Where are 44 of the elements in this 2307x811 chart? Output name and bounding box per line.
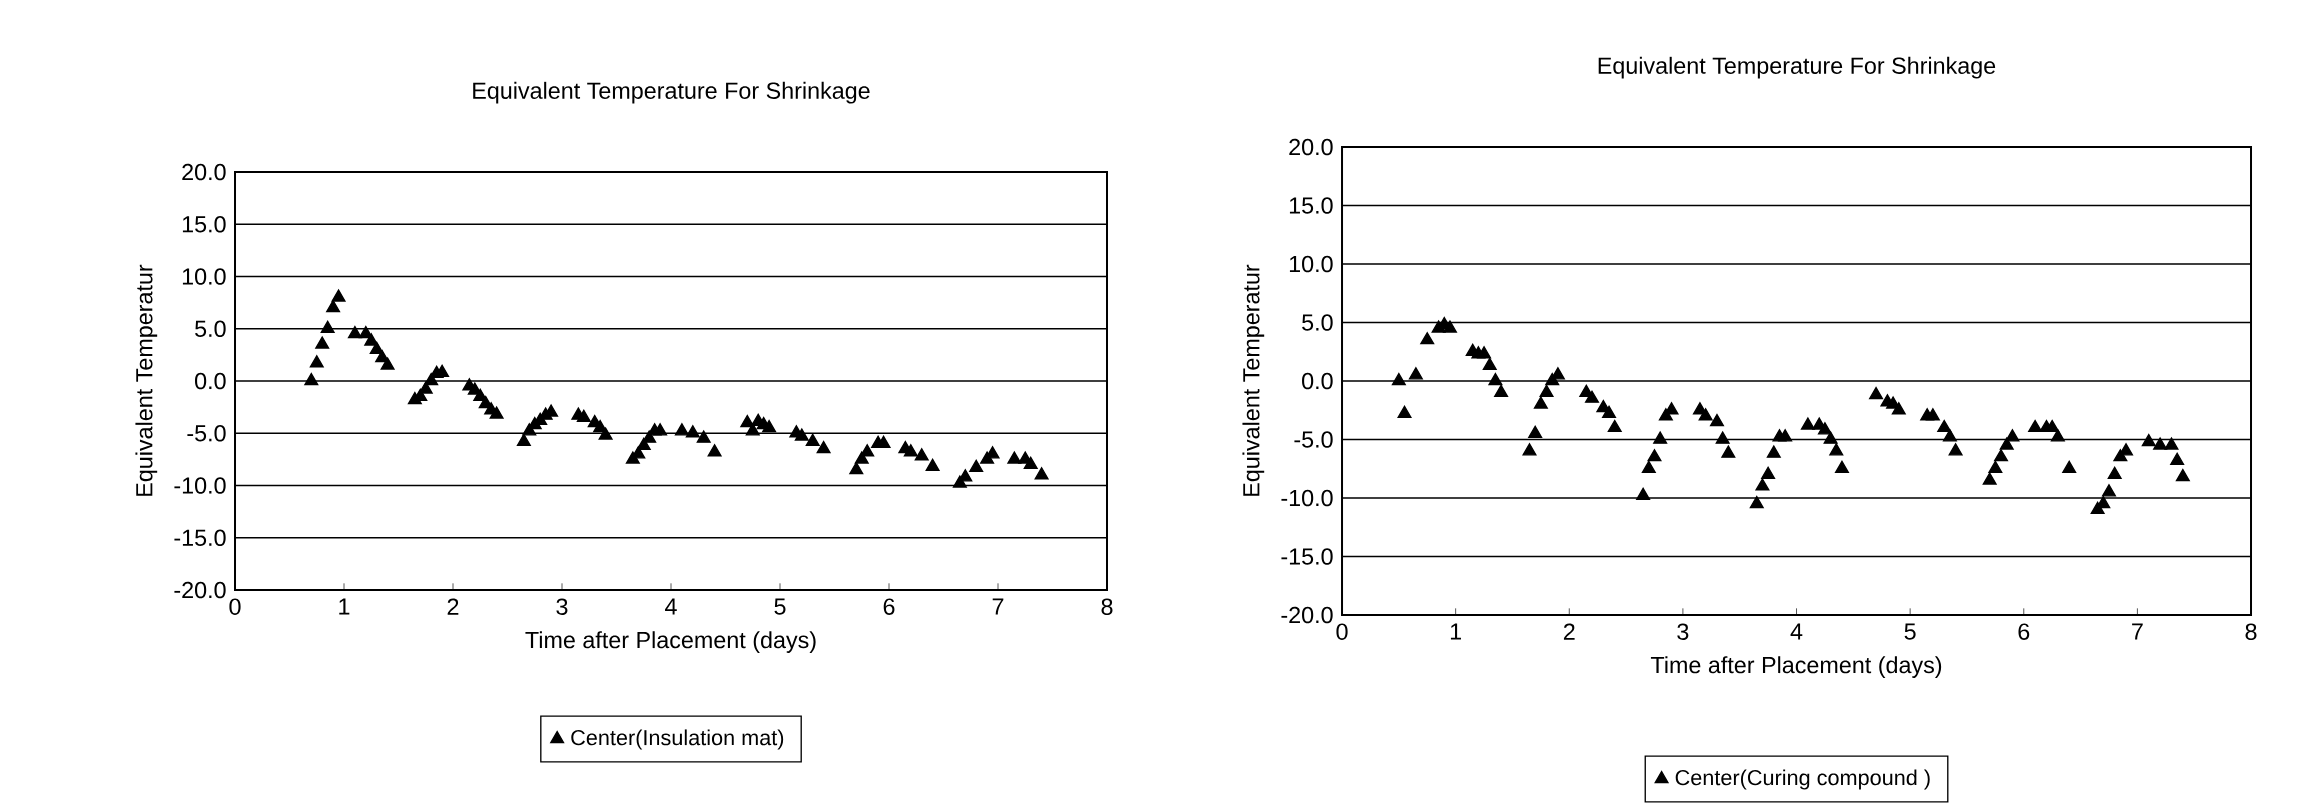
y-tick-label: 20.0	[182, 163, 226, 181]
x-tick-label: 6	[2018, 623, 2030, 640]
x-tick-label: 4	[1790, 623, 1803, 640]
x-tick-label: 1	[339, 598, 350, 615]
x-tick-label: 2	[1563, 623, 1575, 640]
y-tick-label: -15.0	[1281, 548, 1333, 565]
y-tick-label: -20.0	[1281, 606, 1333, 624]
x-tick-label: 3	[1677, 623, 1689, 640]
y-tick-label: 0.0	[1302, 372, 1333, 390]
x-tick-label: 1	[1450, 623, 1461, 640]
y-tick-label: -5.0	[1294, 431, 1333, 448]
x-tick-label: 5	[1904, 623, 1916, 640]
y-axis-title: Equivalent Temperatur	[1242, 264, 1265, 496]
x-tick-label: 6	[883, 598, 895, 615]
y-tick-label: -10.0	[174, 477, 226, 494]
y-tick-label: 5.0	[1302, 314, 1333, 331]
legend-label: Center(Curing compound )	[1675, 769, 1930, 790]
y-tick-label: 15.0	[182, 216, 226, 233]
y-tick-label: 10.0	[182, 268, 226, 285]
x-tick-label: 0	[229, 598, 241, 615]
x-tick-label: 7	[992, 598, 1004, 615]
x-tick-label: 8	[1101, 598, 1113, 615]
x-tick-label: 8	[2245, 623, 2257, 640]
x-tick-label: 3	[556, 598, 568, 615]
y-tick-label: 0.0	[195, 372, 226, 390]
y-tick-label: -5.0	[187, 425, 226, 442]
x-tick-label: 4	[665, 598, 677, 615]
x-tick-label: 7	[2132, 623, 2143, 640]
y-tick-label: -20.0	[174, 581, 226, 599]
x-tick-label: 0	[1336, 623, 1348, 640]
x-tick-label: 5	[774, 598, 786, 615]
chart-title: Equivalent Temperature For Shrinkage	[1598, 56, 1996, 79]
y-tick-label: -10.0	[1281, 489, 1333, 507]
y-axis-title: Equivalent Temperatur	[135, 264, 158, 496]
legend-label: Center(Insulation mat)	[571, 729, 784, 750]
x-axis-title: Time after Placement (days)	[1650, 656, 1942, 678]
chart-title: Equivalent Temperature For Shrinkage	[473, 81, 870, 104]
x-tick-label: 2	[447, 598, 459, 615]
y-tick-label: 15.0	[1289, 197, 1333, 214]
y-tick-label: -15.0	[174, 529, 226, 546]
y-tick-label: 5.0	[195, 320, 226, 337]
y-tick-label: 20.0	[1289, 138, 1333, 156]
x-axis-title: Time after Placement (days)	[525, 631, 816, 653]
y-tick-label: 10.0	[1289, 255, 1333, 273]
